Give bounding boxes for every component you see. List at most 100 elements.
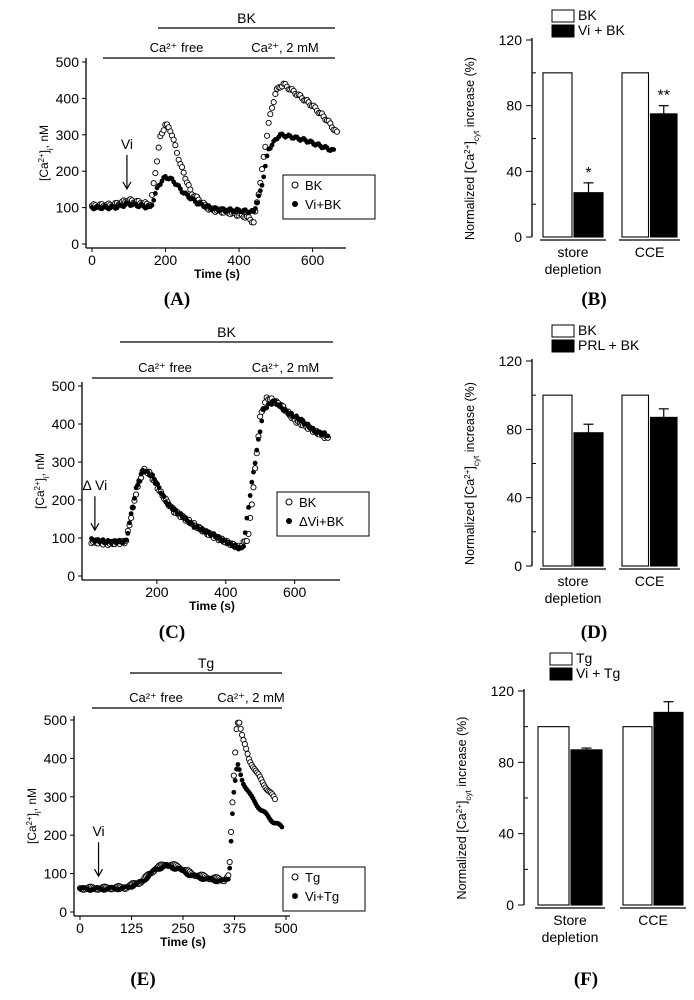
x-tick-label: 400 <box>214 584 238 600</box>
data-point-ΔVi+BK <box>244 515 250 521</box>
x-tick-label: 600 <box>283 584 307 600</box>
data-point-Vi+Tg <box>231 789 237 795</box>
data-point-BK <box>268 104 276 111</box>
legend-swatch <box>551 324 575 338</box>
y-tick-label: 400 <box>56 90 80 106</box>
data-point-BK <box>173 149 181 156</box>
condition-label: Ca²⁺ free <box>138 360 192 375</box>
data-point-BK <box>155 144 162 151</box>
data-point-Vi+BK <box>152 191 158 196</box>
group-label: store <box>557 573 588 589</box>
y-tick-label: 100 <box>56 200 80 216</box>
data-point-BK <box>272 90 279 98</box>
data-point-BK <box>153 158 161 165</box>
y-tick-label: 120 <box>491 683 515 699</box>
data-point-Tg <box>237 725 244 732</box>
x-axis-label: Time (s) <box>160 935 206 949</box>
data-point-Vi+Tg <box>235 762 241 767</box>
data-point-ΔVi+BK <box>246 504 251 510</box>
data-point-Tg <box>243 745 250 752</box>
bar-BK <box>542 72 573 238</box>
x-tick-label: 500 <box>274 920 298 936</box>
group-label: depletion <box>545 261 602 277</box>
data-point-BK <box>170 136 177 143</box>
data-point-ΔVi+BK <box>155 481 160 487</box>
chart-panel-C: 0 100 200 300 400 500 200 400 600 Time (s) [Ca2+]i… <box>33 324 370 643</box>
data-point-Vi+BK <box>151 197 157 203</box>
x-tick-label: 0 <box>76 920 84 936</box>
legend-label: Tg <box>305 870 320 885</box>
bar-Tg <box>622 726 653 906</box>
y-tick-label: 100 <box>44 866 68 882</box>
y-tick-label: 80 <box>498 754 514 770</box>
x-tick-label: 200 <box>145 584 169 600</box>
group-label: Store <box>553 912 587 928</box>
data-point-BK <box>248 501 255 508</box>
data-point-ΔVi+BK <box>241 544 246 549</box>
arrow-label: Δ Vi <box>83 477 108 493</box>
panel-label: (A) <box>164 289 190 310</box>
data-point-Vi+BK <box>261 174 267 180</box>
x-tick-label: 200 <box>154 252 178 268</box>
data-point-BK <box>187 186 194 193</box>
data-point-Vi+BK <box>262 163 268 169</box>
data-point-Vi+BK <box>331 147 337 152</box>
y-tick-label: 80 <box>506 421 522 437</box>
x-tick-label: 400 <box>227 252 251 268</box>
y-tick-label: 0 <box>514 558 522 574</box>
data-point-BK <box>150 180 157 187</box>
y-axis-label: [Ca2+]i, nM <box>25 788 43 844</box>
legend-label: BK <box>578 322 597 338</box>
data-point-Tg <box>229 799 236 806</box>
data-point-BK <box>250 484 257 491</box>
data-point-BK <box>152 170 159 177</box>
data-point-Tg <box>236 719 243 726</box>
data-point-Tg <box>228 828 235 835</box>
group-label: CCE <box>638 912 668 928</box>
data-point-ΔVi+BK <box>252 460 258 466</box>
data-point-ΔVi+BK <box>150 472 156 478</box>
bar-PRL + BK <box>649 416 678 567</box>
bar-BK <box>542 394 573 567</box>
x-tick-label: 375 <box>223 920 247 936</box>
data-point-BK <box>178 164 186 171</box>
data-point-Vi+Tg <box>232 778 238 783</box>
bar-Vi + BK <box>649 113 678 238</box>
condition-label: Ca²⁺, 2 mM <box>251 40 319 55</box>
significance-marker: * <box>585 165 591 182</box>
chart-panel-A: 0 100 200 300 400 500 0 200 400 600 Time (s) [Ca2+]… <box>37 10 376 310</box>
data-point-Vi+Tg <box>239 777 245 783</box>
y-tick-label: 200 <box>52 492 76 508</box>
data-point-ΔVi+BK <box>125 530 131 536</box>
data-point-ΔVi+BK <box>132 495 137 501</box>
data-point-ΔVi+BK <box>325 433 331 439</box>
data-point-Vi+Tg <box>279 824 285 830</box>
y-tick-label: 500 <box>52 378 76 394</box>
legend-marker-open <box>291 181 299 189</box>
panel-label: (D) <box>581 622 607 643</box>
data-point-ΔVi+BK <box>264 405 270 411</box>
bar-Vi + Tg <box>653 711 684 906</box>
significance-marker: ** <box>658 88 670 105</box>
chart-panel-E: 0 100 200 300 400 500 0 125 250 375 500 Time (s) [Ca… <box>25 655 366 990</box>
legend-label: PRL + BK <box>578 337 640 353</box>
data-point-Vi+BK <box>259 182 265 188</box>
legend-label: BK <box>299 495 317 510</box>
legend-marker-open <box>291 873 299 881</box>
data-point-Tg <box>232 749 239 756</box>
legend-swatch <box>551 9 575 23</box>
arrow-head <box>122 181 132 191</box>
y-tick-label: 200 <box>56 163 80 179</box>
x-tick-label: 125 <box>120 920 144 936</box>
arrow-head <box>90 522 100 532</box>
data-point-ΔVi+BK <box>128 511 134 517</box>
data-point-ΔVi+BK <box>259 418 265 424</box>
data-point-Tg <box>271 796 279 803</box>
y-tick-label: 40 <box>498 826 514 842</box>
legend-label: Vi+BK <box>305 197 342 212</box>
data-point-Vi+Tg <box>227 865 233 871</box>
y-tick-label: 300 <box>44 789 68 805</box>
data-point-BK <box>160 127 167 134</box>
legend-marker-filled <box>292 201 298 207</box>
legend-swatch <box>551 24 575 38</box>
